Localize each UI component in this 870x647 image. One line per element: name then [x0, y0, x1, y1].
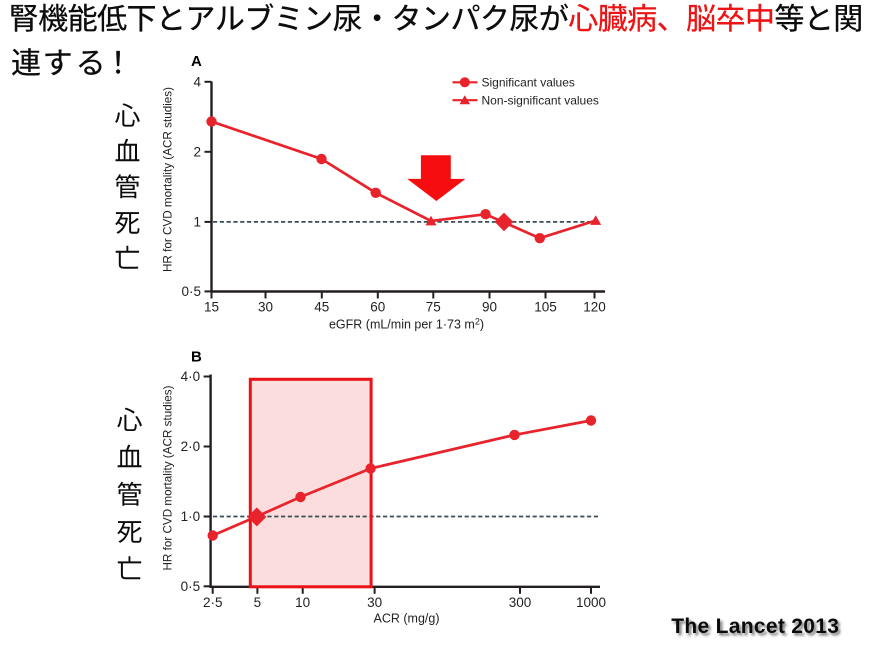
- svg-text:0·5: 0·5: [181, 284, 201, 299]
- svg-text:90: 90: [482, 300, 497, 315]
- svg-text:1·0: 1·0: [181, 509, 201, 524]
- svg-text:15: 15: [204, 300, 219, 315]
- svg-text:1000: 1000: [576, 595, 606, 610]
- svg-text:30: 30: [367, 595, 382, 610]
- svg-text:Significant values: Significant values: [482, 76, 575, 90]
- svg-text:2: 2: [193, 144, 201, 159]
- svg-text:2·0: 2·0: [181, 439, 201, 454]
- svg-text:B: B: [191, 349, 202, 366]
- svg-text:105: 105: [534, 300, 557, 315]
- svg-text:300: 300: [509, 595, 532, 610]
- svg-text:1: 1: [193, 214, 201, 229]
- svg-text:10: 10: [295, 595, 310, 610]
- svg-text:45: 45: [314, 300, 329, 315]
- svg-text:4: 4: [193, 74, 201, 89]
- svg-text:5: 5: [254, 595, 262, 610]
- svg-text:30: 30: [258, 300, 273, 315]
- svg-text:60: 60: [370, 300, 385, 315]
- svg-text:HR for CVD mortality (ACR stud: HR for CVD mortality (ACR studies): [162, 87, 175, 272]
- svg-text:2·5: 2·5: [203, 595, 223, 610]
- svg-text:A: A: [191, 53, 202, 70]
- svg-text:0·5: 0·5: [181, 579, 201, 594]
- svg-text:Non-significant values: Non-significant values: [482, 94, 599, 108]
- svg-text:HR for CVD mortality (ACR stud: HR for CVD mortality (ACR studies): [162, 385, 175, 570]
- svg-text:4·0: 4·0: [181, 369, 201, 384]
- svg-text:120: 120: [583, 300, 606, 315]
- svg-text:ACR (mg/g): ACR (mg/g): [374, 612, 440, 626]
- svg-text:eGFR (mL/min per 1·73 m2): eGFR (mL/min per 1·73 m2): [329, 317, 484, 332]
- svg-text:75: 75: [426, 300, 441, 315]
